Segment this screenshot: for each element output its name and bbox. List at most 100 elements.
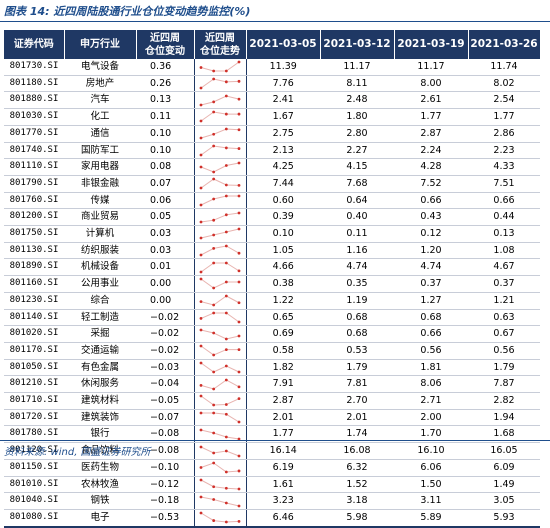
- sparkline-point-2: [211, 461, 215, 465]
- sparkline-point-4: [237, 454, 240, 457]
- sparkline-line: [200, 446, 239, 456]
- trend-sparkline: [199, 328, 240, 340]
- cell-industry: 医药生物: [64, 459, 136, 477]
- sparkline-point-1: [199, 300, 202, 304]
- sparkline-point-2: [211, 144, 215, 148]
- sparkline-point-1: [199, 186, 202, 190]
- cell-value-week-2: 6.32: [320, 459, 394, 477]
- trend-sparkline: [199, 311, 240, 324]
- sparkline-point-4: [237, 147, 240, 150]
- table-row: 801050.SI 有色金属 −0.03 1.82 1.79 1.81 1.79: [4, 359, 540, 377]
- cell-value-week-4: 1.21: [468, 292, 540, 310]
- cell-code: 801110.SI: [4, 158, 64, 176]
- trend-sparkline: [199, 127, 240, 140]
- sparkline-point-3: [224, 146, 228, 150]
- cell-value-week-3: 5.89: [394, 509, 468, 528]
- cell-value-week-1: 2.75: [246, 125, 320, 143]
- cell-value-week-1: 7.91: [246, 375, 320, 394]
- sparkline-point-4: [237, 128, 240, 132]
- sparkline-point-1: [199, 316, 202, 320]
- cell-value-week-4: 0.44: [468, 208, 540, 227]
- cell-value-week-4: 4.33: [468, 158, 540, 176]
- cell-value-week-3: 8.06: [394, 375, 468, 394]
- trend-sparkline: [199, 378, 240, 391]
- table-row: 801750.SI 计算机 0.03 0.10 0.11 0.12 0.13: [4, 225, 540, 243]
- trend-sparkline: [199, 227, 240, 240]
- sparkline-point-1: [199, 445, 202, 448]
- cell-code: 801770.SI: [4, 125, 64, 143]
- trend-sparkline: [199, 294, 240, 307]
- cell-value-week-1: 1.22: [246, 292, 320, 310]
- cell-value-week-2: 8.11: [320, 75, 394, 93]
- table-row: 801790.SI 非银金融 0.07 7.44 7.68 7.52 7.51: [4, 175, 540, 193]
- table-row: 801760.SI 传媒 0.06 0.60 0.64 0.66 0.66: [4, 192, 540, 210]
- cell-value-week-1: 2.13: [246, 142, 320, 160]
- cell-change: 0.05: [136, 208, 194, 227]
- header-change: 近四周 仓位变动: [136, 30, 195, 59]
- cell-industry: 轻工制造: [64, 309, 136, 327]
- sparkline-point-1: [199, 66, 202, 70]
- cell-value-week-4: 0.67: [468, 325, 540, 343]
- cell-change: −0.18: [136, 492, 194, 510]
- cell-value-week-2: 0.68: [320, 325, 394, 343]
- cell-value-week-3: 0.68: [394, 309, 468, 327]
- cell-code: 801760.SI: [4, 192, 64, 210]
- cell-value-week-1: 1.05: [246, 242, 320, 260]
- cell-industry: 商业贸易: [64, 208, 136, 227]
- cell-code: 801160.SI: [4, 275, 64, 293]
- trend-sparkline: [199, 211, 240, 224]
- cell-industry: 机械设备: [64, 258, 136, 277]
- cell-value-week-3: 0.56: [394, 342, 468, 360]
- cell-value-week-4: 1.77: [468, 108, 540, 126]
- cell-value-week-2: 11.17: [320, 59, 394, 76]
- sparkline-point-1: [199, 466, 202, 470]
- cell-trend-sparkline: [193, 91, 247, 110]
- cell-industry: 采掘: [64, 325, 136, 343]
- cell-code: 801120.SI: [4, 442, 64, 460]
- cell-change: −0.12: [136, 476, 194, 494]
- table-row: 801110.SI 家用电器 0.08 4.25 4.15 4.28 4.33: [4, 158, 540, 176]
- sparkline-point-3: [224, 94, 228, 98]
- sparkline-point-2: [211, 218, 215, 222]
- sparkline-line: [200, 111, 239, 122]
- cell-change: −0.53: [136, 509, 194, 528]
- cell-trend-sparkline: [193, 59, 247, 76]
- sparkline-point-1: [199, 428, 202, 432]
- cell-value-week-1: 0.10: [246, 225, 320, 243]
- cell-industry: 建筑材料: [64, 392, 136, 410]
- cell-change: 0.00: [136, 275, 194, 293]
- cell-trend-sparkline: [193, 292, 247, 310]
- cell-value-week-1: 2.01: [246, 409, 320, 427]
- cell-value-week-3: 1.20: [394, 242, 468, 260]
- cell-value-week-2: 1.79: [320, 359, 394, 377]
- cell-value-week-3: 7.52: [394, 175, 468, 193]
- cell-industry: 计算机: [64, 225, 136, 243]
- cell-value-week-1: 1.77: [246, 425, 320, 444]
- cell-value-week-3: 6.06: [394, 459, 468, 477]
- cell-value-week-1: 6.19: [246, 459, 320, 477]
- sparkline-point-1: [199, 136, 202, 140]
- sparkline-point-2: [211, 451, 215, 454]
- cell-value-week-1: 7.44: [246, 175, 320, 193]
- sparkline-point-1: [199, 495, 202, 499]
- sparkline-point-2: [211, 519, 215, 523]
- cell-industry: 电气设备: [64, 59, 136, 76]
- cell-value-week-3: 2.61: [394, 91, 468, 110]
- sparkline-line: [200, 379, 239, 390]
- cell-trend-sparkline: [193, 425, 247, 444]
- cell-value-week-3: 2.24: [394, 142, 468, 160]
- cell-value-week-4: 16.05: [468, 442, 540, 460]
- trend-sparkline: [199, 261, 240, 274]
- sparkline-point-3: [224, 281, 228, 284]
- sparkline-line: [200, 245, 239, 256]
- table-row: 801120.SI 食品饮料 −0.08 16.14 16.08 16.10 16.05: [4, 442, 540, 460]
- cell-value-week-3: 16.10: [394, 442, 468, 460]
- cell-value-week-2: 4.15: [320, 158, 394, 176]
- sparkline-point-3: [224, 113, 228, 116]
- sparkline-line: [200, 295, 239, 306]
- sparkline-point-4: [237, 487, 240, 491]
- table-row: 801730.SI 电气设备 0.36 11.39 11.17 11.17 11.74: [4, 59, 540, 76]
- sparkline-point-2: [211, 485, 215, 489]
- trend-sparkline: [199, 144, 240, 157]
- cell-value-week-2: 0.11: [320, 225, 394, 243]
